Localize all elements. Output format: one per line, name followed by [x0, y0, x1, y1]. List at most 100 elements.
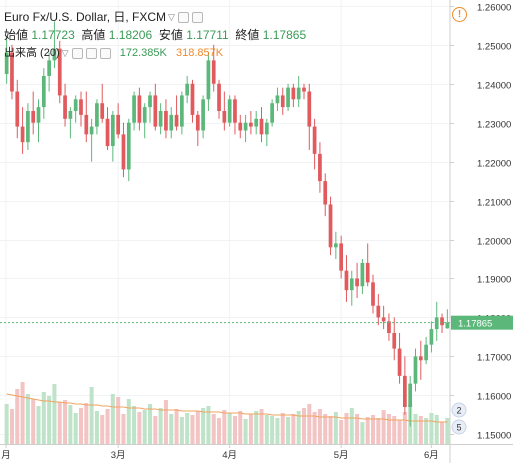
volume-bar	[254, 411, 259, 444]
volume-axis-badge-label: 5	[456, 423, 461, 433]
volume-bar	[9, 409, 14, 444]
volume-legend[interactable]: 出来高 (20) ▽ 172.385K 318.857K	[4, 44, 223, 60]
volume-bar	[105, 409, 110, 444]
volume-axis-badge-label: 2	[456, 406, 461, 416]
candle-body	[121, 134, 126, 170]
volume-bar	[174, 409, 179, 444]
candle-body	[211, 60, 216, 84]
volume-bar	[280, 413, 285, 444]
volume-ma-line	[6, 393, 448, 423]
volume-bar	[349, 408, 354, 444]
candle-body	[36, 107, 41, 123]
candle-body	[349, 278, 354, 291]
candle-body	[434, 317, 439, 330]
candle-body	[84, 114, 89, 135]
volume-bar	[429, 413, 434, 444]
close-box-icon[interactable]	[99, 47, 111, 59]
price-tick-label: 1.21000	[477, 198, 511, 209]
candle-body	[15, 91, 20, 127]
volume-bar	[73, 413, 78, 444]
candle-body	[89, 126, 94, 135]
candle-body	[100, 103, 105, 119]
price-tick-label: 1.16000	[477, 392, 511, 403]
candle-body	[259, 118, 264, 135]
volume-bar	[217, 418, 222, 444]
volume-bar	[328, 416, 333, 444]
volume-bar	[100, 415, 105, 444]
candle-body	[318, 153, 322, 182]
hide-box-icon[interactable]	[85, 47, 97, 59]
volume-bar	[248, 414, 253, 444]
candle-body	[190, 83, 195, 115]
volume-bar	[206, 406, 211, 444]
candle-body	[339, 243, 344, 271]
volume-bar	[47, 396, 52, 444]
candle-body	[4, 52, 9, 74]
price-tick-label: 1.19000	[477, 275, 511, 286]
candle-body	[280, 95, 285, 108]
candle-body	[79, 99, 83, 115]
volume-ma-value: 318.857K	[176, 47, 224, 59]
chevron-down-icon[interactable]: ▽	[168, 12, 175, 23]
candle-body	[10, 52, 14, 92]
candle-body	[413, 356, 418, 384]
settings-box-icon[interactable]	[177, 12, 189, 24]
volume-bar	[179, 417, 184, 444]
chevron-down-icon[interactable]: ▽	[61, 47, 69, 58]
price-tick-label: 1.20000	[477, 237, 511, 248]
price-tick-label: 1.25000	[477, 42, 511, 53]
open-value: 1.17723	[31, 28, 75, 42]
symbol-title[interactable]: Euro Fx/U.S. Dollar, 日, FXCM ▽	[4, 8, 203, 25]
low-value: 1.17711	[186, 28, 229, 42]
candle-body	[365, 262, 370, 283]
last-price-tag	[451, 315, 513, 330]
candle-body	[73, 99, 78, 111]
settings-box-icon[interactable]	[71, 47, 83, 59]
volume-bar	[169, 414, 174, 444]
close-label: 終値	[235, 28, 260, 42]
candle-body	[371, 282, 375, 306]
candle-body	[238, 122, 243, 131]
volume-bar	[68, 405, 73, 444]
candle-body	[328, 204, 333, 248]
volume-bar	[232, 416, 237, 444]
candle-body	[408, 383, 413, 407]
candle-body	[387, 321, 391, 333]
hide-box-icon[interactable]	[191, 12, 203, 24]
candle-body	[148, 95, 152, 108]
volume-bar	[312, 412, 317, 444]
candle-body	[323, 181, 328, 205]
exclamation-icon[interactable]: !	[452, 7, 467, 22]
volume-bar	[201, 408, 206, 444]
volume-bar	[132, 406, 137, 444]
volume-bar	[413, 414, 418, 444]
volume-bar	[264, 415, 269, 444]
volume-bar	[153, 416, 158, 444]
price-tick-label: 1.24000	[477, 81, 511, 92]
volume-bar	[418, 416, 423, 444]
volume-bar	[376, 418, 381, 444]
volume-bar	[84, 403, 89, 444]
candle-body	[381, 317, 386, 322]
volume-bar	[333, 412, 338, 444]
volume-label: 出来高 (20)	[4, 47, 60, 59]
volume-bar	[158, 408, 163, 444]
candle-body	[296, 87, 301, 100]
candle-body	[445, 322, 450, 329]
volume-axis-badge	[451, 402, 467, 418]
volume-bar	[307, 404, 312, 444]
volume-bar	[434, 415, 439, 444]
candle-body	[360, 262, 365, 287]
volume-bar	[339, 420, 344, 444]
candle-body	[233, 99, 237, 123]
time-tick-label: 6月	[424, 450, 439, 461]
high-label: 高値	[81, 28, 106, 42]
candle-body	[403, 375, 407, 407]
price-tick-label: 1.22000	[477, 159, 511, 170]
volume-bar	[20, 382, 25, 444]
volume-bar	[15, 389, 20, 444]
candle-body	[116, 114, 121, 135]
candle-body	[95, 103, 99, 127]
